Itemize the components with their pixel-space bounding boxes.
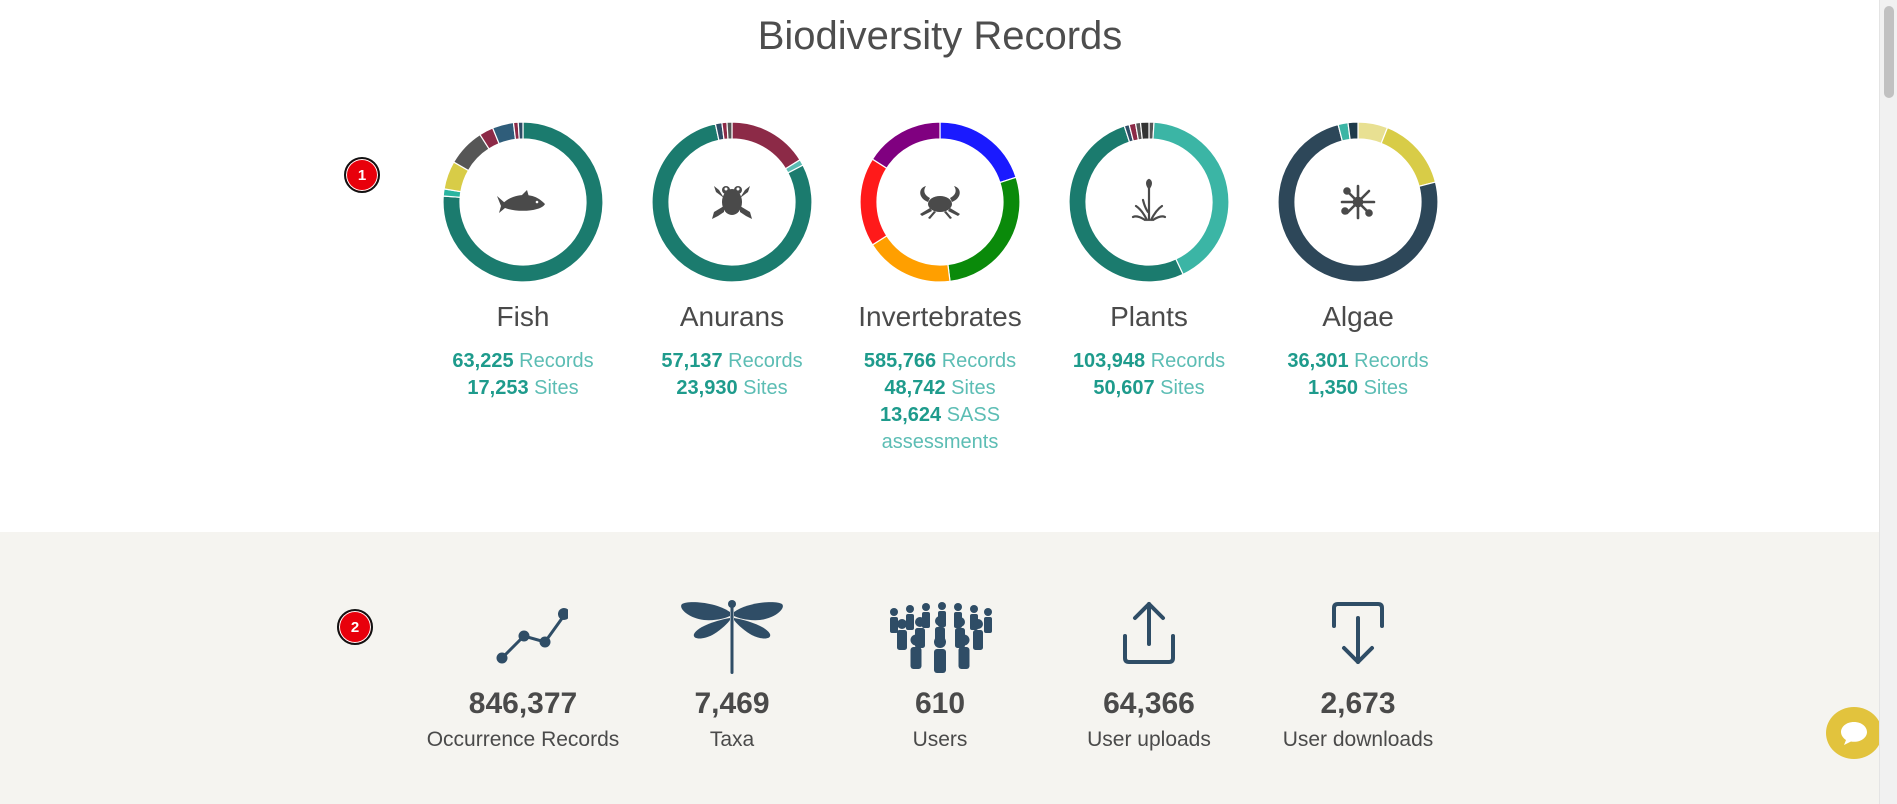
stat-user-uploads: 64,366 User uploads [1044,596,1254,754]
module-name: Algae [1322,301,1394,332]
donut-slice[interactable] [1380,126,1437,188]
vertical-scrollbar[interactable] [1879,0,1897,804]
module-fish[interactable]: Fish 63,225 Records 17,253 Sites [418,120,628,402]
stat-value: 2,673 [1320,687,1396,720]
sites-label: Sites [951,377,996,399]
chat-button[interactable] [1826,707,1882,759]
algae-donut-chart[interactable] [1276,120,1440,284]
anurans-donut-chart[interactable] [650,120,814,284]
download-icon [1332,602,1384,664]
records-label: Records [728,350,803,372]
stat-value: 7,469 [694,687,770,720]
dragonfly-icon [681,600,783,674]
module-anurans[interactable]: Anurans 57,137 Records 23,930 Sites [627,120,837,402]
line-chart-icon [496,608,568,664]
donut-slice[interactable] [871,234,951,283]
donut-slice[interactable] [1277,123,1439,283]
donut-slice[interactable] [651,123,813,283]
module-invertebrates[interactable]: Invertebrates 585,766 Records 48,742 Sit… [835,120,1045,456]
annotation-marker-1: 1 [344,157,380,193]
summary-band [0,532,1897,804]
stat-label: Occurrence Records [426,728,620,751]
records-label: Records [1150,350,1226,372]
fish-donut-chart[interactable] [441,120,605,284]
module-name: Fish [496,301,550,332]
fish-icon [497,190,545,213]
stat-value: 846,377 [468,687,578,720]
stat-label: Users [912,728,968,751]
stat-taxa: 7,469 Taxa [627,596,837,754]
records-value: 36,301 [1287,350,1349,372]
donut-slice[interactable] [1152,121,1230,276]
records-label: Records [1354,350,1429,372]
stat-label: User downloads [1282,728,1434,751]
records-label: Records [519,350,594,372]
sites-value: 50,607 [1093,377,1155,399]
module-name: Plants [1110,301,1188,332]
sites-value: 1,350 [1307,377,1359,399]
stat-users: 610 Users [835,596,1045,754]
sites-label: Sites [534,377,579,399]
records-value: 57,137 [661,350,723,372]
donut-slice[interactable] [1139,121,1150,141]
scrollbar-thumb[interactable] [1884,6,1894,98]
users-row-front [910,634,970,673]
sites-value: 48,742 [884,377,946,399]
module-stats: 57,137 Records 23,930 Sites [627,348,837,402]
invertebrates-donut-chart[interactable] [858,120,1022,284]
crab-icon [920,186,960,219]
donut-slice[interactable] [442,121,604,283]
donut-slice[interactable] [1068,125,1184,283]
sass-value: 13,624 [879,404,942,426]
donut-slice[interactable] [731,121,801,170]
stat-value: 610 [914,687,966,720]
stat-value: 64,366 [1103,687,1195,720]
sites-value: 23,930 [676,377,738,399]
users-group-icon [890,602,992,673]
donut-slice[interactable] [871,121,941,170]
stat-occurrence-records: 846,377 Occurrence Records [418,596,628,754]
donut-slice[interactable] [726,121,733,140]
stat-label: Taxa [709,728,755,751]
module-stats: 63,225 Records 17,253 Sites [418,348,628,402]
module-name: Invertebrates [858,301,1022,332]
chat-bubble-icon [1841,722,1867,745]
sites-label: Sites [1160,377,1205,399]
module-stats: 103,948 Records 50,607 Sites [1044,348,1254,402]
records-value: 63,225 [452,350,514,372]
module-plants[interactable]: Plants 103,948 Records 50,607 Sites [1044,120,1254,402]
sass-label: SASS assessments [881,404,1001,453]
sites-label: Sites [743,377,788,399]
records-value: 585,766 [863,350,937,372]
algae-icon [1340,184,1376,220]
donut-slice[interactable] [939,121,1017,184]
donut-slice[interactable] [859,158,888,246]
stat-user-downloads: 2,673 User downloads [1253,596,1463,754]
donut-slice[interactable] [1347,121,1359,141]
frog-icon [712,186,752,219]
module-stats: 585,766 Records 48,742 Sites 13,624 SASS… [835,348,1045,456]
module-stats: 36,301 Records 1,350 Sites [1253,348,1463,402]
sites-label: Sites [1363,377,1409,399]
module-name: Anurans [679,301,785,332]
sites-value: 17,253 [467,377,529,399]
page-title: Biodiversity Records [757,14,1123,58]
donut-slice[interactable] [517,121,524,140]
plants-donut-chart[interactable] [1067,120,1231,284]
annotation-marker-2: 2 [337,609,373,645]
records-value: 103,948 [1072,350,1146,372]
upload-icon [1123,602,1175,664]
module-algae[interactable]: Algae 36,301 Records 1,350 Sites [1253,120,1463,402]
stat-label: User uploads [1087,728,1211,751]
records-label: Records [941,350,1017,372]
plant-icon [1131,178,1167,222]
